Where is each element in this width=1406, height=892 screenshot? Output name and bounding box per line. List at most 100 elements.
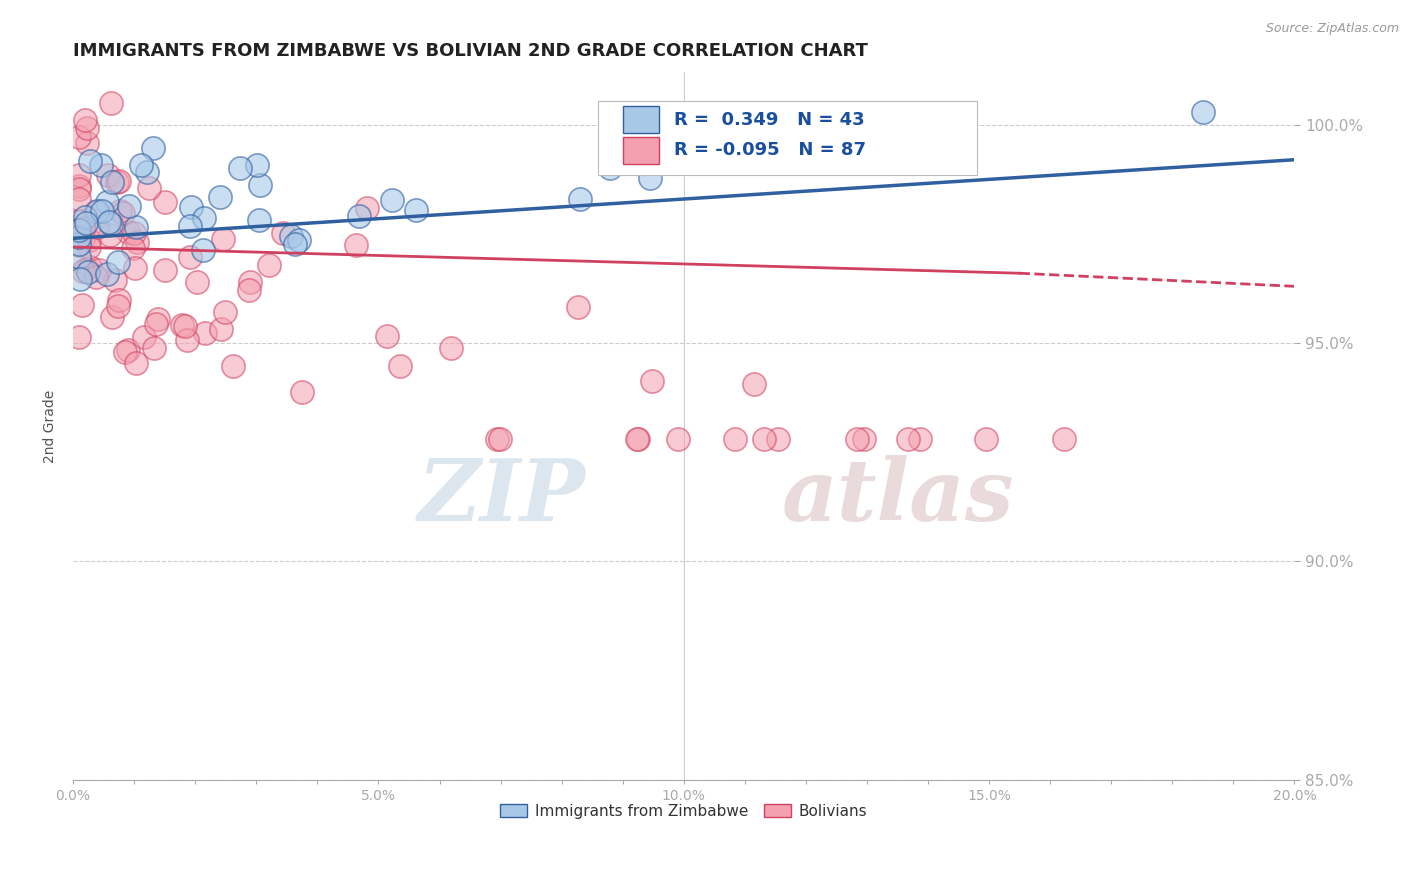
- Point: [84, 269, 107, 284]
- Point: [153, 195, 176, 210]
- Point: [347, 210, 370, 224]
- Point: [73, 223, 96, 237]
- Point: [852, 432, 875, 446]
- Point: [211, 232, 233, 246]
- Point: [122, 241, 145, 255]
- Point: [125, 355, 148, 369]
- Point: [599, 161, 621, 175]
- Point: [98, 215, 121, 229]
- Point: [249, 178, 271, 192]
- Point: [247, 212, 270, 227]
- Point: [288, 233, 311, 247]
- Legend: Immigrants from Zimbabwe, Bolivians: Immigrants from Zimbabwe, Bolivians: [494, 797, 873, 825]
- FancyBboxPatch shape: [599, 101, 977, 175]
- Text: Source: ZipAtlas.com: Source: ZipAtlas.com: [1265, 22, 1399, 36]
- Point: [125, 235, 148, 249]
- Point: [179, 219, 201, 233]
- Point: [405, 203, 427, 218]
- FancyBboxPatch shape: [623, 136, 659, 163]
- Point: [143, 341, 166, 355]
- Point: [138, 181, 160, 195]
- Point: [117, 225, 139, 239]
- Point: [271, 226, 294, 240]
- Point: [67, 192, 90, 206]
- Point: [142, 141, 165, 155]
- Point: [67, 169, 90, 183]
- Point: [107, 293, 129, 308]
- Point: [209, 321, 232, 335]
- Point: [136, 165, 159, 179]
- Point: [290, 384, 312, 399]
- Point: [89, 263, 111, 277]
- Point: [626, 432, 648, 446]
- Point: [77, 265, 100, 279]
- Point: [908, 432, 931, 446]
- Point: [86, 204, 108, 219]
- Point: [173, 318, 195, 333]
- Point: [117, 343, 139, 358]
- Point: [129, 158, 152, 172]
- Point: [72, 264, 94, 278]
- Point: [389, 359, 412, 374]
- Point: [124, 226, 146, 240]
- Point: [67, 330, 90, 344]
- Point: [153, 263, 176, 277]
- Point: [114, 345, 136, 359]
- Point: [79, 260, 101, 274]
- Point: [228, 161, 250, 175]
- Point: [67, 178, 90, 193]
- Point: [96, 168, 118, 182]
- Point: [440, 341, 463, 355]
- Point: [686, 133, 709, 147]
- Point: [627, 432, 650, 446]
- Point: [356, 201, 378, 215]
- Point: [125, 220, 148, 235]
- Point: [72, 232, 94, 246]
- Point: [346, 237, 368, 252]
- Point: [846, 432, 869, 446]
- Point: [79, 154, 101, 169]
- Point: [179, 200, 201, 214]
- Point: [91, 204, 114, 219]
- Point: [67, 236, 90, 251]
- Point: [176, 333, 198, 347]
- Point: [239, 275, 262, 289]
- Point: [766, 432, 789, 446]
- Point: [67, 130, 90, 145]
- Point: [145, 318, 167, 332]
- Point: [381, 193, 404, 207]
- Point: [69, 271, 91, 285]
- Point: [186, 276, 208, 290]
- Point: [666, 432, 689, 446]
- Point: [257, 258, 280, 272]
- Point: [146, 311, 169, 326]
- Point: [222, 359, 245, 373]
- Point: [100, 95, 122, 110]
- Point: [280, 228, 302, 243]
- Point: [124, 260, 146, 275]
- Point: [73, 210, 96, 224]
- Text: ZIP: ZIP: [418, 455, 586, 539]
- Point: [107, 255, 129, 269]
- Point: [96, 194, 118, 209]
- Point: [112, 206, 135, 220]
- Text: atlas: atlas: [782, 455, 1014, 539]
- Point: [724, 432, 747, 446]
- Text: IMMIGRANTS FROM ZIMBABWE VS BOLIVIAN 2ND GRADE CORRELATION CHART: IMMIGRANTS FROM ZIMBABWE VS BOLIVIAN 2ND…: [73, 42, 868, 60]
- Point: [567, 300, 589, 314]
- Point: [101, 175, 124, 189]
- Point: [193, 211, 215, 225]
- Point: [101, 310, 124, 324]
- Point: [104, 273, 127, 287]
- Point: [486, 432, 509, 446]
- Point: [179, 250, 201, 264]
- Point: [98, 228, 121, 243]
- Point: [67, 223, 90, 237]
- Point: [75, 216, 97, 230]
- Point: [67, 214, 90, 228]
- Point: [84, 205, 107, 219]
- Text: R = -0.095   N = 87: R = -0.095 N = 87: [673, 141, 866, 159]
- Point: [67, 250, 90, 264]
- Point: [752, 432, 775, 446]
- Point: [105, 175, 128, 189]
